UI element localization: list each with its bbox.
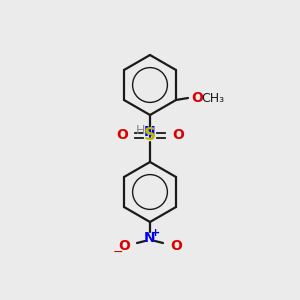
Text: S: S xyxy=(144,126,156,144)
Text: O: O xyxy=(172,128,184,142)
Text: CH₃: CH₃ xyxy=(201,92,224,104)
Text: N: N xyxy=(144,231,156,245)
Text: N: N xyxy=(144,125,156,139)
Text: O: O xyxy=(191,91,203,105)
Text: H: H xyxy=(135,124,145,136)
Text: O: O xyxy=(116,128,128,142)
Text: O: O xyxy=(170,239,182,253)
Text: +: + xyxy=(152,228,160,238)
Text: −: − xyxy=(113,245,123,259)
Text: O: O xyxy=(118,239,130,253)
